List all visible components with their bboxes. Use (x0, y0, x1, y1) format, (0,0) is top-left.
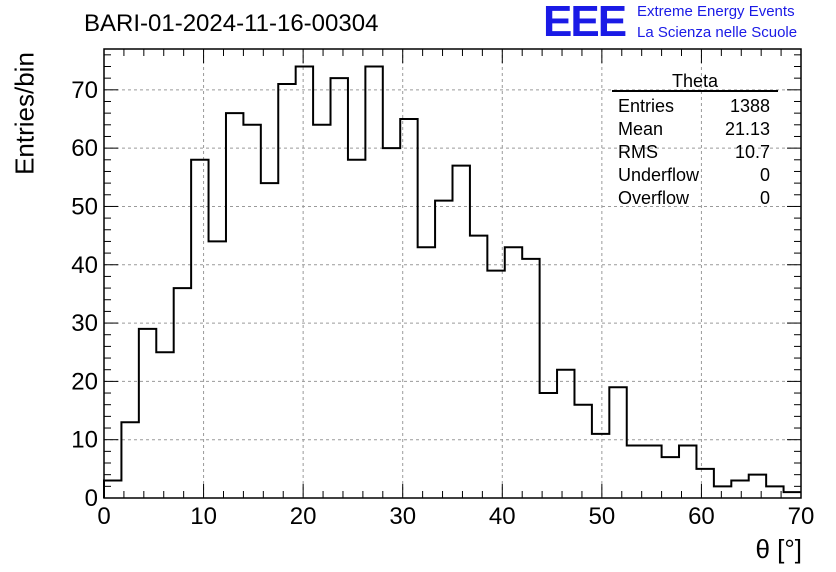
histogram-bin (714, 486, 731, 498)
stats-label: Underflow (618, 165, 700, 185)
y-tick-label: 0 (85, 485, 98, 512)
x-axis-label: θ [°] (755, 534, 802, 564)
histogram-bin (662, 457, 679, 498)
x-tick-label: 50 (589, 503, 616, 530)
histogram-bin (453, 166, 470, 498)
x-tick-label: 0 (97, 503, 110, 530)
x-tick-label: 30 (389, 503, 416, 530)
histogram-bin (174, 288, 191, 498)
histogram-bin (209, 241, 226, 498)
histogram-bin (470, 236, 487, 498)
stats-label: Overflow (618, 188, 690, 208)
y-tick-label: 20 (71, 368, 98, 395)
stats-box: Theta Entries 1388 Mean 21.13 RMS 10.7 U… (612, 72, 778, 210)
eee-logo: EEE (543, 0, 627, 46)
chart-title: BARI-01-2024-11-16-00304 (84, 10, 379, 37)
histogram-bin (278, 84, 295, 498)
y-tick-label: 30 (71, 310, 98, 337)
stats-value: 21.13 (724, 119, 770, 139)
y-tick-label: 50 (71, 193, 98, 220)
histogram-bin (696, 469, 713, 498)
stats-row-rms: RMS 10.7 (612, 141, 778, 164)
histogram-bin (418, 247, 435, 498)
histogram-bin (522, 259, 539, 498)
histogram-bin (574, 405, 591, 498)
histogram-bin (139, 329, 156, 498)
histogram-bin (261, 183, 278, 498)
y-tick-label: 60 (71, 135, 98, 162)
histogram-bin (557, 370, 574, 498)
x-tick-label: 60 (688, 503, 715, 530)
stats-row-entries: Entries 1388 (612, 95, 778, 118)
histogram-bin (609, 387, 626, 498)
y-tick-label: 10 (71, 427, 98, 454)
stats-box-title: Theta (612, 72, 778, 92)
histogram-bin (348, 160, 365, 498)
x-tick-label: 40 (489, 503, 516, 530)
histogram-bin (331, 78, 348, 498)
x-tick-label: 70 (788, 503, 815, 530)
histogram-bin (226, 113, 243, 498)
stats-value: 1388 (729, 96, 770, 116)
stats-row-overflow: Overflow 0 (612, 187, 778, 210)
stats-value: 10.7 (734, 142, 770, 162)
histogram-bin (191, 160, 208, 498)
histogram-bin (540, 393, 557, 498)
histogram-bin (296, 66, 313, 498)
y-tick-label: 40 (71, 252, 98, 279)
histogram-bin (313, 125, 330, 498)
stats-row-underflow: Underflow 0 (612, 164, 778, 187)
stats-label: RMS (618, 142, 658, 162)
histogram-bin (104, 481, 121, 498)
histogram-bin (365, 66, 382, 498)
stats-label: Mean (618, 119, 664, 139)
histogram-series (103, 65, 801, 498)
histogram-bin (383, 148, 400, 498)
histogram-bin (243, 125, 260, 498)
x-tick-label: 10 (190, 503, 217, 530)
histogram-bin (400, 119, 417, 498)
histogram-bin (731, 481, 748, 498)
histogram-bin (784, 492, 801, 498)
histogram-bin (505, 247, 522, 498)
plot-frame (103, 48, 802, 499)
histogram-bin (487, 271, 504, 498)
histogram-bin (766, 486, 783, 498)
x-tick-label: 20 (290, 503, 317, 530)
histogram-bin (749, 475, 766, 498)
histogram-bin (121, 422, 138, 498)
y-tick-label: 70 (71, 77, 98, 104)
y-axis-label: Entries/bin (9, 52, 40, 175)
logo-line-2: La Scienza nelle Scuole (637, 24, 798, 41)
histogram-bin (644, 446, 661, 498)
histogram-bin (435, 201, 452, 498)
stats-value: 0 (759, 165, 770, 185)
histogram-bin (592, 434, 609, 498)
histogram-bin (627, 446, 644, 498)
stats-value: 0 (759, 188, 770, 208)
histogram-bin (679, 446, 696, 498)
stats-label: Entries (618, 96, 675, 116)
stats-row-mean: Mean 21.13 (612, 118, 778, 141)
logo-line-1: Extreme Energy Events (637, 3, 795, 20)
histogram-bin (156, 352, 173, 498)
